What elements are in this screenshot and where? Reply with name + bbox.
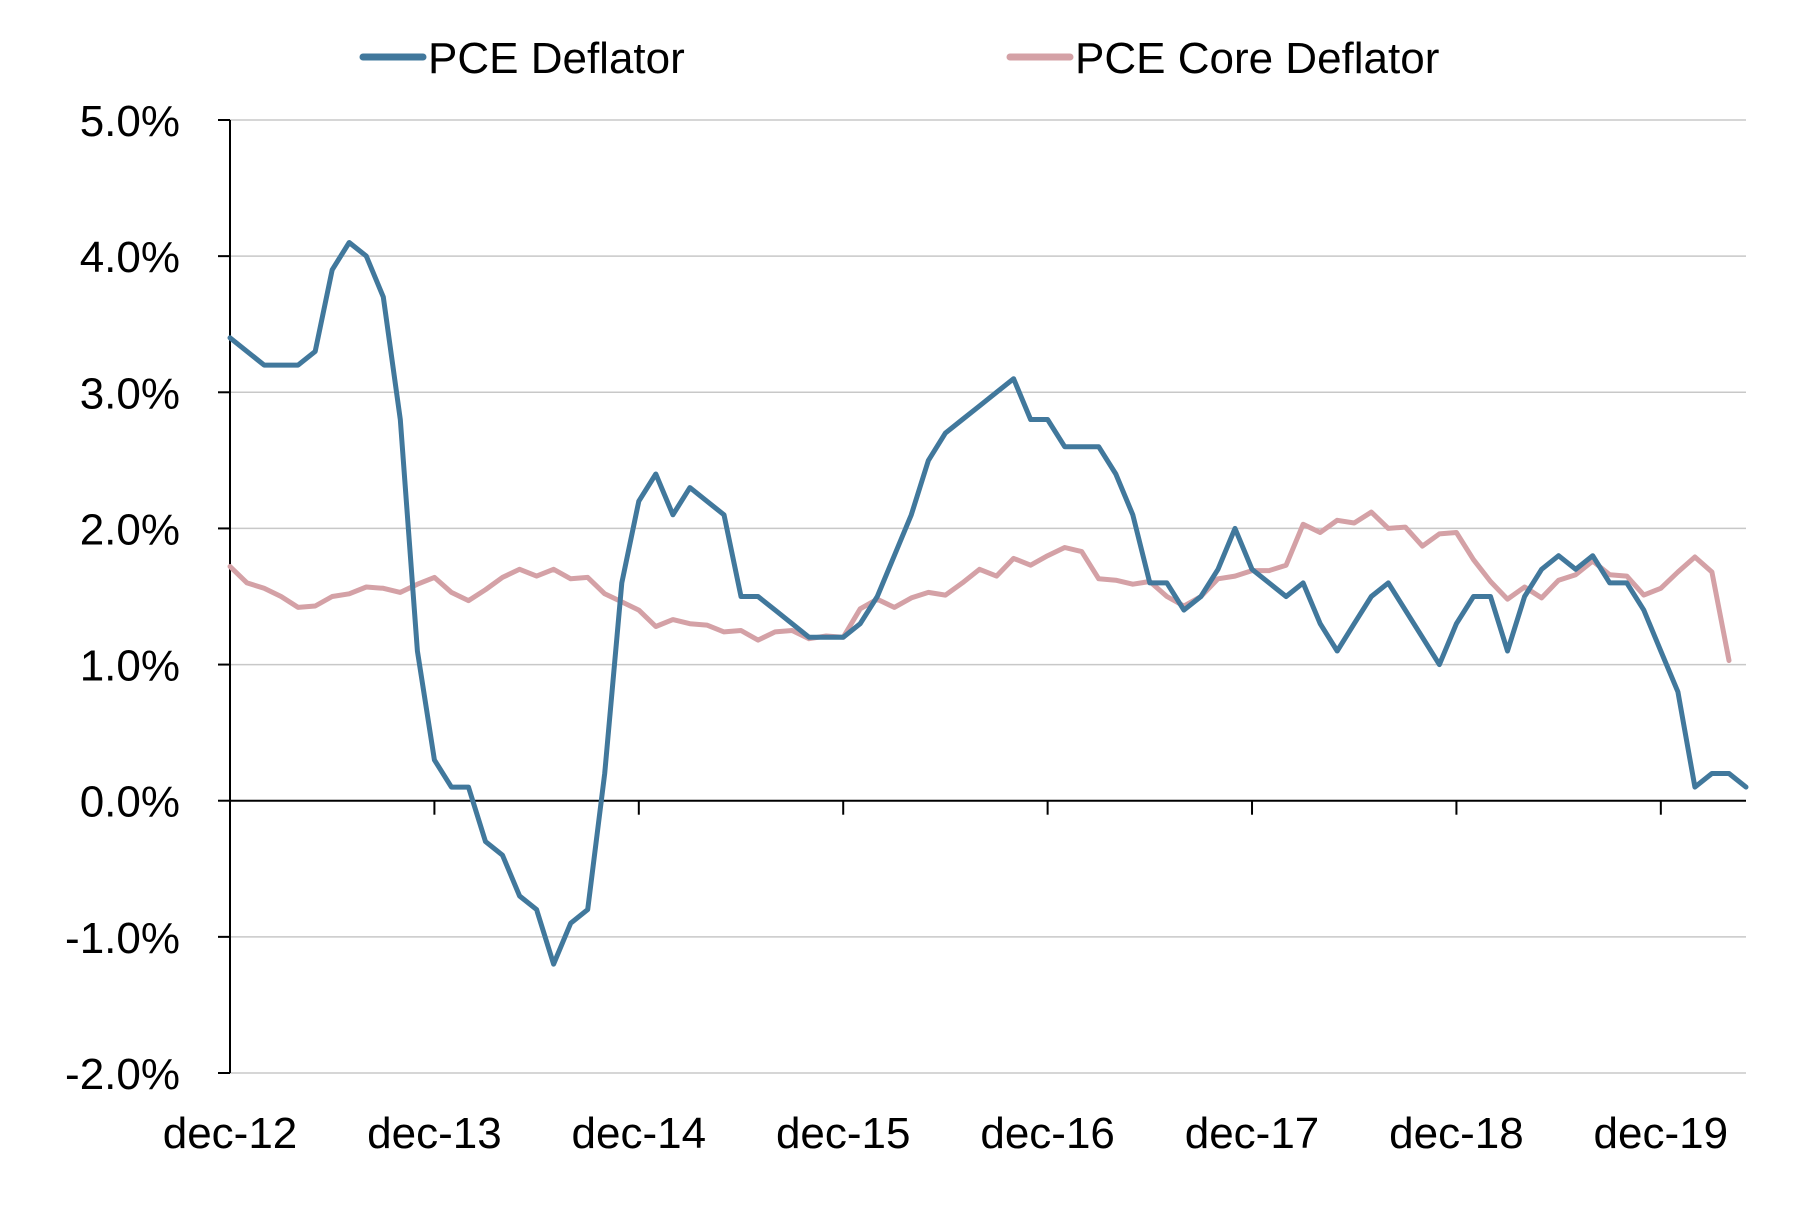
x-tick-label: dec-15 (776, 1109, 911, 1158)
y-tick-label: 3.0% (80, 369, 180, 418)
x-tick-label: dec-14 (572, 1109, 707, 1158)
series-line-pce-deflator (227, 240, 1749, 967)
chart-legend: PCE Deflator PCE Core Deflator (359, 34, 1439, 83)
x-tick-label: dec-17 (1185, 1109, 1320, 1158)
y-tick-label: 5.0% (80, 97, 180, 146)
gridlines (230, 119, 1746, 1074)
x-tick-label: dec-18 (1389, 1109, 1524, 1158)
y-tick-label: 0.0% (80, 778, 180, 827)
y-tick-label: -1.0% (65, 914, 180, 963)
x-axis: dec-12 dec-13 dec-14 dec-15 dec-16 dec-17 dec-… (163, 799, 1746, 1158)
x-tick-label: dec-13 (367, 1109, 502, 1158)
series-line-pce-core-deflator (227, 509, 1732, 663)
y-tick-label: 1.0% (80, 642, 180, 691)
x-tick-label: dec-19 (1594, 1109, 1729, 1158)
y-tick-label: -2.0% (65, 1050, 180, 1099)
y-axis: -2.0% -1.0% 0.0% 1.0% 2.0% 3.0% 4.0% 5.0% (65, 97, 231, 1099)
x-tick-label: dec-12 (163, 1109, 298, 1158)
y-tick-label: 4.0% (80, 233, 180, 282)
x-tick-label: dec-16 (980, 1109, 1115, 1158)
series-lines (227, 240, 1749, 967)
y-tick-label: 2.0% (80, 505, 180, 554)
legend-label-pce-core-deflator: PCE Core Deflator (1075, 34, 1439, 83)
legend-label-pce-deflator: PCE Deflator (428, 34, 685, 83)
